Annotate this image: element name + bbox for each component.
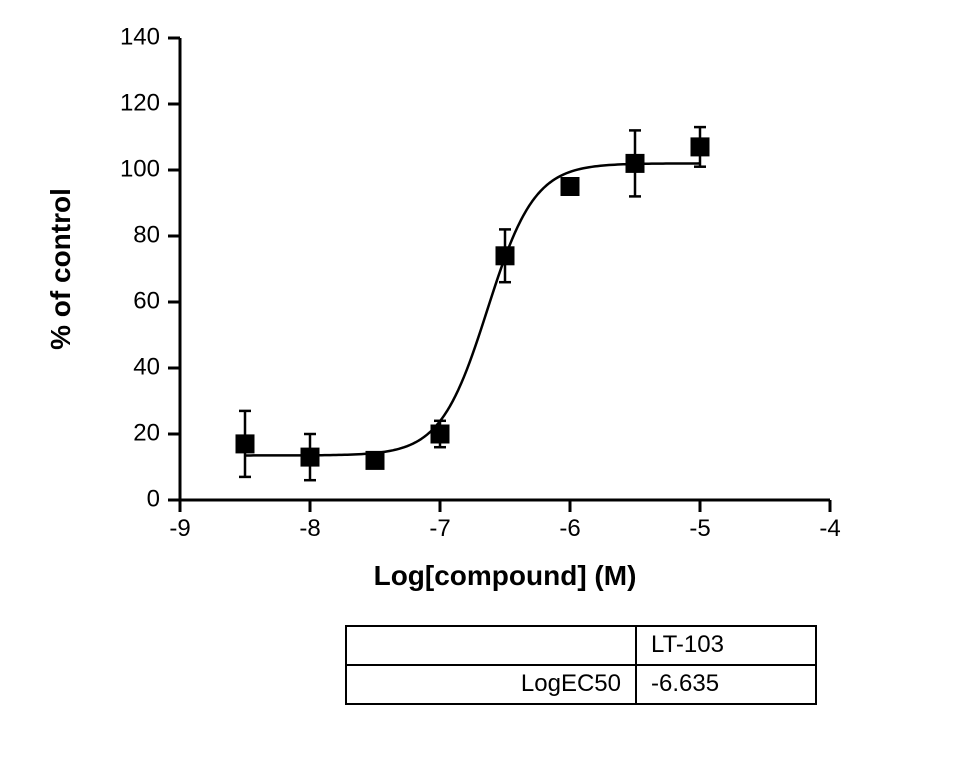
table-cell-blank — [346, 626, 636, 665]
x-tick-label: -8 — [299, 515, 320, 542]
x-tick-label: -6 — [559, 515, 580, 542]
data-marker — [691, 138, 709, 156]
data-marker — [236, 435, 254, 453]
data-marker — [301, 448, 319, 466]
table-cell-value: -6.635 — [636, 665, 816, 704]
y-tick-label: 0 — [147, 485, 160, 512]
y-tick-label: 20 — [133, 419, 160, 446]
y-tick-label: 120 — [120, 89, 160, 116]
table-row: LogEC50 -6.635 — [346, 665, 816, 704]
data-marker — [561, 178, 579, 196]
x-tick-label: -9 — [169, 515, 190, 542]
data-marker — [431, 425, 449, 443]
table-cell-param: LogEC50 — [346, 665, 636, 704]
table-row: LT-103 — [346, 626, 816, 665]
data-marker — [496, 247, 514, 265]
y-tick-label: 100 — [120, 155, 160, 182]
y-tick-label: 40 — [133, 353, 160, 380]
table-cell-compound: LT-103 — [636, 626, 816, 665]
data-marker — [366, 451, 384, 469]
fit-curve — [245, 163, 700, 455]
y-tick-label: 140 — [120, 23, 160, 50]
figure-container: 0 20 40 60 80 100 120 140 -9 -8 -7 -6 -5 -4 % of contr… — [0, 0, 956, 774]
x-tick-label: -5 — [689, 515, 710, 542]
y-tick-label: 80 — [133, 221, 160, 248]
y-tick-label: 60 — [133, 287, 160, 314]
ec50-table: LT-103 LogEC50 -6.635 — [345, 625, 817, 705]
data-marker — [626, 154, 644, 172]
x-axis-label: Log[compound] (M) — [374, 560, 637, 591]
x-tick-label: -4 — [819, 515, 840, 542]
x-tick-label: -7 — [429, 515, 450, 542]
y-axis-label: % of control — [45, 188, 76, 350]
